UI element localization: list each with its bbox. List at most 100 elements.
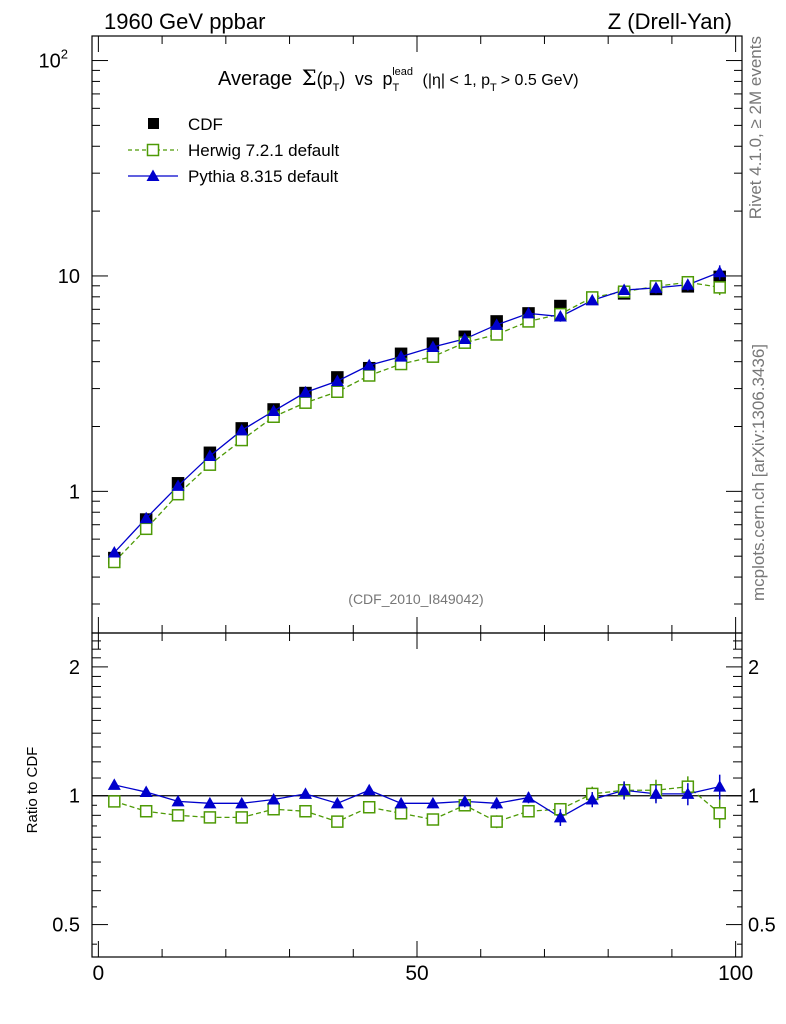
ratio-y-tick-label-right: 1	[748, 786, 759, 808]
pythia-ratio-point	[171, 794, 185, 807]
herwig-point	[490, 328, 503, 341]
pythia-point	[713, 265, 727, 278]
title-p: p	[382, 69, 392, 89]
pythia-ratio-point	[330, 796, 344, 809]
herwig-point	[362, 369, 376, 382]
legend-item-pythia: Pythia 8.315 default	[128, 167, 339, 186]
herwig-ratio-point	[108, 795, 121, 808]
ratio-y-tick-label: 1	[69, 786, 80, 808]
herwig-point	[299, 396, 312, 409]
pythia-ratio-point	[681, 787, 695, 799]
herwig-line	[113, 281, 720, 563]
header-left-text: 1960 GeV ppbar	[104, 9, 265, 34]
herwig-ratio-point	[490, 815, 503, 828]
x-tick-label: 0	[93, 962, 105, 985]
pythia-ratio-point	[649, 787, 663, 799]
pythia-point	[522, 306, 536, 319]
pythia-point	[458, 332, 472, 344]
title-lead-sup: lead	[392, 66, 413, 78]
legend-cdf-label: CDF	[188, 115, 223, 134]
x-tick-label: 50	[405, 962, 428, 985]
pythia-ratio-point	[553, 810, 567, 823]
legend-cdf-marker	[148, 118, 159, 129]
main-y-tick-label: 1	[69, 481, 80, 503]
pythia-point	[330, 374, 344, 387]
herwig-point	[331, 385, 344, 399]
legend-item-cdf: CDF	[148, 115, 223, 134]
title-pt-close: )	[339, 69, 345, 89]
pythia-ratio-point	[585, 792, 599, 805]
pythia-point	[235, 423, 249, 436]
title-cuts-sub: T	[490, 82, 497, 94]
pythia-point	[362, 358, 376, 371]
pythia-ratio-point	[713, 780, 727, 792]
pythia-point	[203, 449, 217, 461]
main-y-tick-label: 102	[39, 47, 68, 73]
ratio-ylabel: Ratio to CDF	[24, 747, 41, 834]
mcplots-reference-text: mcplots.cern.ch [arXiv:1306.3436]	[749, 344, 768, 601]
pythia-ratio-point	[139, 785, 153, 798]
title-pt-sub: T	[333, 82, 340, 94]
title-cuts-tail: > 0.5 GeV)	[501, 72, 579, 89]
herwig-point	[139, 522, 153, 536]
legend: CDF Herwig 7.2.1 default Pythia 8.315 de…	[128, 115, 339, 186]
herwig-ratio-point	[299, 804, 312, 818]
legend-herwig-marker	[146, 143, 160, 157]
herwig-ratio-point	[362, 800, 376, 814]
pythia-point	[171, 479, 185, 491]
herwig-ratio-point	[139, 804, 153, 818]
main-y-tick-base: 10	[39, 51, 61, 73]
herwig-ratio-point	[235, 811, 249, 824]
title-cuts: (|η| < 1, p	[423, 72, 491, 89]
chart-title: Average Σ(pT) vs pTlead (|η| < 1, pT > 0.…	[218, 58, 579, 94]
pythia-point	[394, 350, 408, 362]
herwig-point	[426, 350, 440, 363]
ratio-plot-area: 0 50 100 0.5 0.5 1 1 2 2	[52, 633, 776, 985]
herwig-ratio-point	[522, 804, 535, 818]
herwig-ratio-point	[426, 813, 440, 826]
herwig-ratio-point	[267, 802, 280, 816]
herwig-ratio-point	[394, 807, 408, 820]
pythia-ratio-point	[617, 783, 631, 796]
herwig-point	[235, 433, 249, 447]
legend-pythia-label: Pythia 8.315 default	[188, 167, 339, 186]
pythia-point	[139, 511, 153, 524]
pythia-point	[298, 385, 312, 398]
pythia-point	[107, 546, 121, 558]
herwig-ratio-point	[331, 815, 344, 828]
x-tick-label: 100	[718, 962, 753, 985]
pythia-point	[617, 283, 631, 296]
pythia-ratio-point	[458, 794, 472, 807]
pythia-point	[490, 318, 504, 330]
legend-herwig-label: Herwig 7.2.1 default	[188, 141, 339, 160]
pythia-point	[585, 293, 599, 306]
ratio-y-tick-label: 0.5	[52, 915, 80, 937]
pythia-line	[113, 271, 720, 553]
pythia-ratio-point	[235, 796, 249, 809]
pythia-point	[553, 310, 567, 322]
pythia-ratio-point	[107, 778, 121, 790]
ratio-plot-frame	[91, 632, 743, 958]
pythia-ratio-point	[267, 792, 281, 805]
title-p-sub: T	[392, 82, 399, 94]
herwig-ratio-point	[713, 807, 726, 820]
herwig-ratio-point	[171, 809, 185, 822]
analysis-id-label: (CDF_2010_I849042)	[348, 591, 483, 607]
legend-pythia-marker	[146, 169, 160, 181]
ratio-y-tick-label: 2	[69, 657, 80, 679]
herwig-point	[108, 555, 121, 569]
pythia-ratio-point	[362, 783, 376, 796]
herwig-ratio-point	[203, 811, 217, 824]
pythia-ratio-point	[490, 796, 504, 809]
pythia-ratio-point	[298, 787, 312, 799]
pythia-point	[267, 404, 281, 417]
title-vs: vs	[355, 69, 373, 89]
main-y-tick-label: 10	[58, 266, 80, 288]
main-y-tick-exponent: 2	[61, 47, 68, 62]
pythia-ratio-point	[522, 791, 536, 803]
pythia-ratio-point	[203, 796, 217, 809]
pythia-point	[649, 281, 663, 293]
ratio-y-tick-label-right: 0.5	[748, 915, 776, 937]
legend-item-herwig: Herwig 7.2.1 default	[128, 141, 339, 160]
